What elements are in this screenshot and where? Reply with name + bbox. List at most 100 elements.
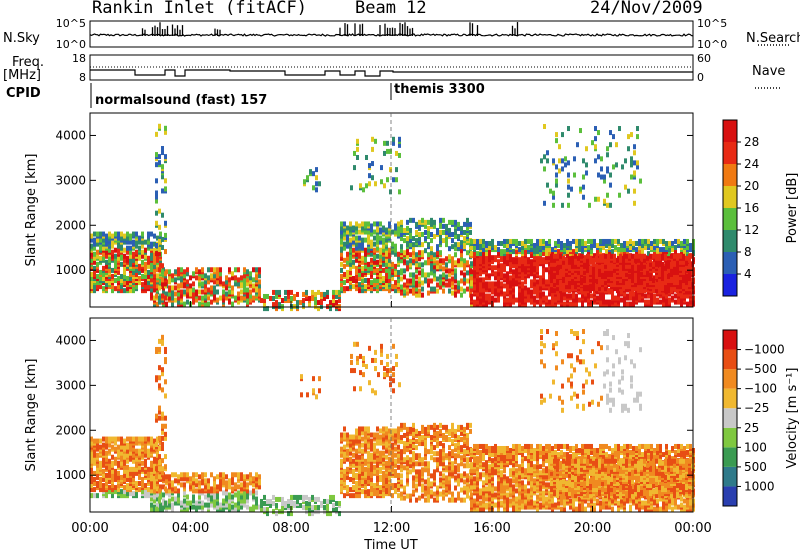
velocity-cell <box>192 484 195 490</box>
power-cell <box>370 223 373 229</box>
power-cell <box>153 283 156 289</box>
power-cell <box>553 273 556 279</box>
power-cell <box>515 238 518 244</box>
power-cell <box>231 301 234 307</box>
power-cell <box>589 284 592 290</box>
power-cell <box>275 300 278 306</box>
power-cell <box>611 293 614 299</box>
power-cell <box>604 269 607 275</box>
power-cell <box>451 280 454 286</box>
power-cell <box>611 238 614 244</box>
velocity-cell <box>135 493 138 499</box>
power-cell <box>153 276 156 282</box>
power-cell <box>575 301 578 307</box>
power-cell <box>352 259 355 265</box>
power-cell <box>552 202 555 208</box>
power-cell <box>349 231 352 237</box>
power-cell <box>552 158 555 164</box>
power-cell <box>96 231 99 237</box>
power-cell <box>237 295 240 301</box>
power-cell <box>466 250 469 256</box>
power-cell <box>633 170 636 176</box>
power-cell <box>616 280 619 286</box>
power-cell <box>335 300 338 306</box>
power-cell <box>225 275 228 281</box>
velocity-cell <box>192 480 195 486</box>
power-cell <box>183 281 186 287</box>
power-cell <box>246 281 249 287</box>
power-cell <box>548 269 551 275</box>
velocity-cell <box>93 493 96 499</box>
velocity-cell <box>156 483 159 489</box>
power-cell <box>491 265 494 271</box>
power-cell <box>558 144 561 150</box>
power-cell <box>583 263 586 269</box>
power-cell <box>668 251 671 257</box>
power-cell <box>427 234 430 240</box>
power-cell <box>559 269 562 275</box>
velocity-cell <box>210 472 213 478</box>
velocity-cell <box>162 498 165 504</box>
velocity-cell <box>117 448 120 454</box>
power-cell <box>476 277 479 283</box>
power-cell <box>485 255 488 261</box>
power-cell <box>105 282 108 288</box>
power-cell <box>394 288 397 294</box>
power-cell <box>670 276 673 282</box>
noise-left-tick-bottom: 10^0 <box>56 38 86 51</box>
power-cell <box>207 275 210 281</box>
velocity-cell <box>225 474 228 480</box>
power-cell <box>383 183 386 189</box>
velocity-cell <box>207 482 210 488</box>
power-cell <box>536 279 539 285</box>
power-cell <box>527 287 530 293</box>
power-cell <box>592 271 595 277</box>
power-cell <box>555 182 558 188</box>
power-cell <box>533 281 536 287</box>
power-cell <box>628 280 631 286</box>
velocity-cell <box>171 472 174 478</box>
power-cell <box>430 278 433 284</box>
power-cell <box>633 200 636 206</box>
power-cell <box>161 164 164 170</box>
power-cell <box>497 259 500 265</box>
velocity-cell <box>305 505 308 511</box>
power-cell <box>454 274 457 280</box>
power-cell <box>403 268 406 274</box>
power-cell <box>90 276 93 282</box>
power-cell <box>590 293 593 299</box>
power-cell <box>284 289 287 295</box>
power-cell <box>463 280 466 286</box>
power-cell <box>207 267 210 273</box>
velocity-cell <box>240 472 243 478</box>
power-cell <box>335 289 338 295</box>
power-cell <box>144 265 147 271</box>
power-cell <box>308 295 311 301</box>
freq-left-tick-top: 18 <box>72 52 86 65</box>
velocity-cell <box>93 476 96 482</box>
power-cell <box>466 286 469 292</box>
power-cell <box>403 258 406 264</box>
power-cell <box>632 301 635 307</box>
power-cell <box>593 243 596 249</box>
power-cell <box>546 182 549 188</box>
power-cell <box>186 287 189 293</box>
power-cell <box>597 196 600 202</box>
power-cell <box>332 293 335 299</box>
power-cell <box>340 221 343 227</box>
power-cell <box>457 221 460 227</box>
power-cell <box>482 291 485 297</box>
power-cell <box>596 249 599 255</box>
velocity-cell <box>198 474 201 480</box>
power-cell <box>622 273 625 279</box>
power-cell <box>566 238 569 244</box>
power-cell <box>374 181 377 187</box>
power-cell <box>153 233 156 239</box>
power-cell <box>688 280 691 286</box>
power-cell <box>138 269 141 275</box>
velocity-cell <box>153 488 156 494</box>
power-cell <box>612 134 615 140</box>
power-cell <box>213 289 216 295</box>
power-cell <box>466 217 469 223</box>
velocity-cell <box>299 503 302 509</box>
